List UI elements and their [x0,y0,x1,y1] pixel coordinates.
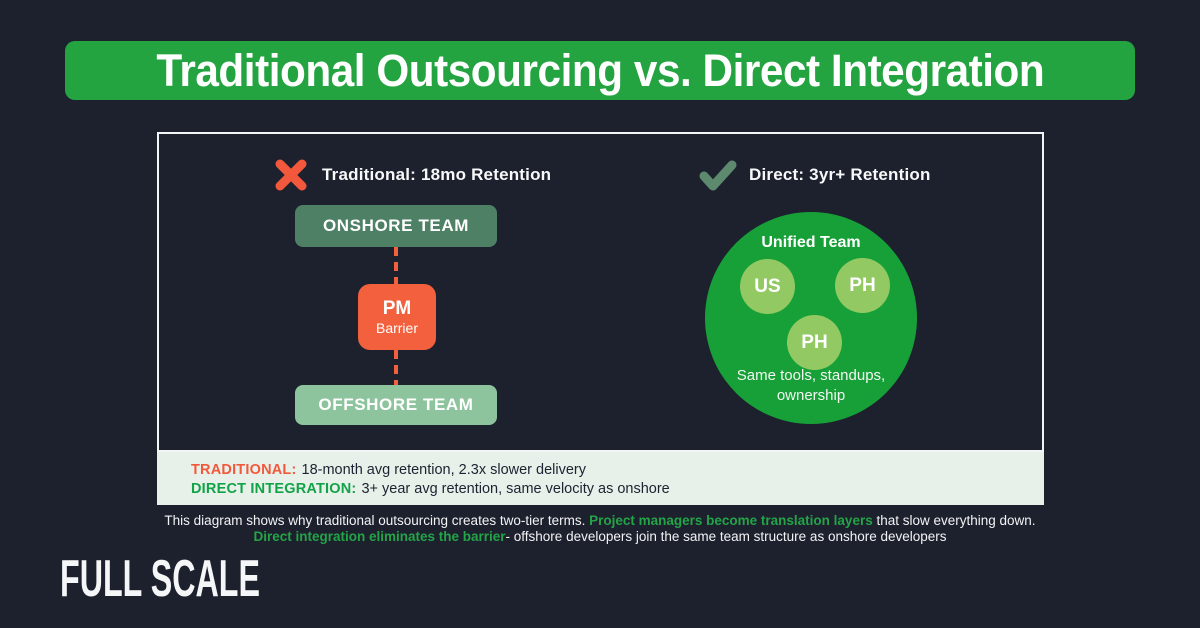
direct-summary-text: 3+ year avg retention, same velocity as … [361,481,670,497]
traditional-heading: Traditional: 18mo Retention [272,158,551,192]
unified-team-title: Unified Team [761,234,861,251]
pm-barrier-subtitle: Barrier [375,319,418,336]
pm-barrier-box: PM Barrier [358,284,436,350]
ph-bubble-right: PH [835,258,890,313]
unified-team-circle: Unified Team US PH PH Same tools, standu… [705,212,917,424]
traditional-heading-label: Traditional: 18mo Retention [322,165,552,184]
caption-highlight-1: Project managers become translation laye… [589,513,873,528]
ph-bubble-bottom-label: PH [801,331,828,353]
caption-line-1: This diagram shows why traditional outso… [164,513,1036,528]
traditional-summary-label: TRADITIONAL: [191,462,297,478]
us-bubble: US [740,259,795,314]
direct-heading: Direct: 3yr+ Retention [699,158,931,192]
caption: This diagram shows why traditional outso… [0,513,1200,545]
direct-heading-label: Direct: 3yr+ Retention [749,165,931,184]
direct-summary-label: DIRECT INTEGRATION: [191,481,357,497]
full-scale-logo: FULL SCALE [60,549,260,609]
onshore-team-box: ONSHORE TEAM [295,205,497,247]
ph-bubble-right-label: PH [849,274,876,296]
summary-strip: TRADITIONAL: 18-month avg retention, 2.3x… [157,452,1044,505]
full-scale-logo-text: FULL SCALE [60,550,261,608]
summary-row-direct: DIRECT INTEGRATION: 3+ year avg retention… [191,480,1044,499]
unified-team-note: Same tools, standups, ownership [736,367,886,404]
offshore-team-box: OFFSHORE TEAM [295,385,497,425]
x-icon [272,158,310,192]
caption-highlight-2: Direct integration eliminates the barrie… [253,529,506,544]
comparison-panel: Traditional: 18mo Retention ONSHORE TEAM… [157,132,1044,452]
caption-line-2: Direct integration eliminates the barrie… [253,529,947,544]
us-bubble-label: US [754,275,781,297]
checkmark-icon [699,158,737,192]
pm-barrier-title: PM [382,297,412,319]
page-title: Traditional Outsourcing vs. Direct Integ… [156,44,1044,96]
title-banner: Traditional Outsourcing vs. Direct Integ… [65,41,1135,100]
traditional-summary-text: 18-month avg retention, 2.3x slower deli… [301,462,587,478]
onshore-team-label: ONSHORE TEAM [322,216,470,235]
dashed-connector-bottom [394,350,398,385]
summary-row-traditional: TRADITIONAL: 18-month avg retention, 2.3x… [191,461,1044,480]
dashed-connector-top [394,247,398,284]
ph-bubble-bottom: PH [787,315,842,370]
offshore-team-label: OFFSHORE TEAM [318,395,474,414]
